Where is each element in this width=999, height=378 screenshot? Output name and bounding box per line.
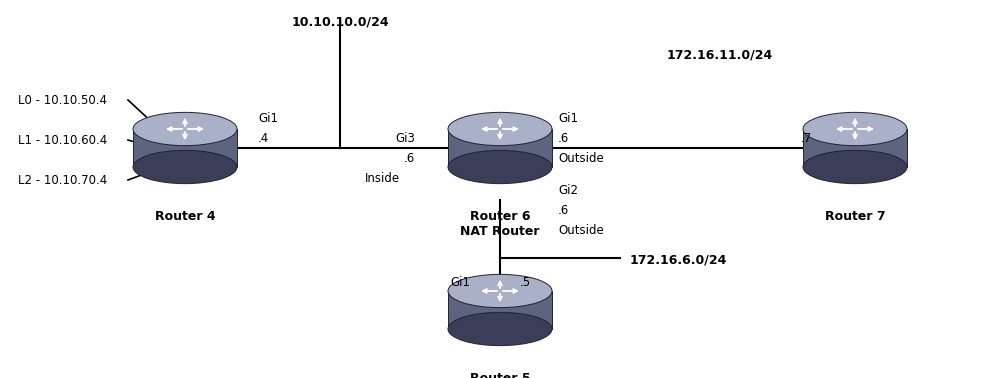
- Text: Gi2: Gi2: [558, 183, 578, 197]
- Text: Router 6
NAT Router: Router 6 NAT Router: [461, 210, 539, 238]
- Ellipse shape: [133, 112, 237, 146]
- Text: Router 7: Router 7: [825, 210, 885, 223]
- Text: 172.16.11.0/24: 172.16.11.0/24: [667, 48, 773, 62]
- Ellipse shape: [133, 150, 237, 184]
- Text: Gi1: Gi1: [558, 112, 578, 124]
- Text: .5: .5: [520, 276, 531, 288]
- Text: Outside: Outside: [558, 223, 603, 237]
- Ellipse shape: [448, 274, 552, 308]
- Text: .6: .6: [558, 132, 569, 144]
- Text: Gi1: Gi1: [450, 276, 470, 288]
- Text: .7: .7: [801, 132, 812, 144]
- Bar: [448, 291, 552, 329]
- Bar: [133, 129, 237, 167]
- Text: Gi1: Gi1: [258, 112, 278, 124]
- Text: Router 5: Router 5: [470, 372, 530, 378]
- Text: .6: .6: [404, 152, 415, 164]
- Ellipse shape: [803, 112, 907, 146]
- Text: .4: .4: [258, 132, 270, 144]
- Bar: [803, 129, 907, 167]
- Text: L2 - 10.10.70.4: L2 - 10.10.70.4: [18, 174, 107, 186]
- Text: Inside: Inside: [365, 172, 400, 184]
- Text: Router 4: Router 4: [155, 210, 216, 223]
- Text: .6: .6: [558, 203, 569, 217]
- Ellipse shape: [448, 312, 552, 345]
- Ellipse shape: [803, 150, 907, 184]
- Text: 172.16.6.0/24: 172.16.6.0/24: [630, 254, 727, 266]
- Text: 10.10.10.0/24: 10.10.10.0/24: [291, 15, 389, 28]
- Text: Outside: Outside: [558, 152, 603, 164]
- Bar: [448, 129, 552, 167]
- Text: Gi3: Gi3: [396, 132, 415, 144]
- Text: L1 - 10.10.60.4: L1 - 10.10.60.4: [18, 133, 107, 147]
- Text: L0 - 10.10.50.4: L0 - 10.10.50.4: [18, 93, 107, 107]
- Ellipse shape: [448, 112, 552, 146]
- Ellipse shape: [448, 150, 552, 184]
